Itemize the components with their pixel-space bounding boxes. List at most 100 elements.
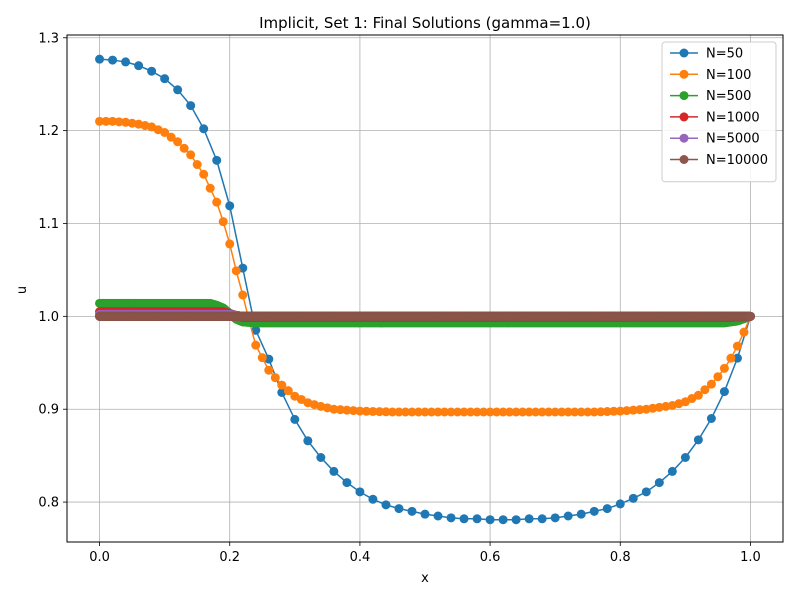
data-point [453,407,463,417]
data-point [433,407,443,417]
data-point [602,504,612,514]
data-point [492,407,502,417]
data-point [641,487,651,497]
data-point [108,116,118,126]
data-point [407,506,417,516]
data-point [680,453,690,462]
data-point [355,406,365,416]
data-point [485,515,495,525]
data-point [615,406,625,416]
data-point [101,116,111,126]
data-point [121,57,131,67]
data-point [472,407,482,417]
series-n-100 [95,116,755,417]
data-point [654,478,664,488]
data-point [563,511,573,521]
data-point [179,143,189,153]
data-point [283,386,293,396]
data-point [368,406,378,416]
data-point [413,407,423,417]
data-point [466,407,476,417]
data-point [596,407,606,417]
data-point [563,407,573,417]
data-point [472,514,482,524]
data-point [615,499,625,509]
data-point [550,513,560,523]
data-point [739,327,749,337]
data-point [270,373,280,383]
data-point [95,116,105,126]
data-point [329,466,339,476]
data-point [420,509,430,519]
data-point [166,132,176,142]
data-point [732,353,742,363]
data-point [713,372,723,382]
data-point [225,239,235,249]
data-point [576,509,586,519]
data-point [459,514,469,524]
data-point [420,407,430,417]
data-point [511,515,521,525]
data-point [316,453,326,462]
data-point [173,85,183,95]
data-point [199,124,209,134]
data-point [511,407,521,417]
data-point [394,407,404,417]
data-point [355,487,365,497]
data-point [706,414,716,423]
data-point [264,365,274,375]
data-point [498,515,508,525]
chart-title: Implicit, Set 1: Final Solutions (gamma=… [259,14,591,32]
data-point [498,407,508,417]
data-point [544,407,554,417]
data-point [361,406,371,416]
data-point [693,435,703,445]
data-point [387,407,397,417]
data-point [368,494,378,504]
data-point [628,405,638,415]
data-point [550,407,560,417]
data-point [622,406,632,416]
data-point [485,407,495,417]
data-point [277,380,287,390]
data-point [557,407,567,417]
data-point [427,407,437,417]
data-point [518,407,528,417]
data-point [329,404,339,414]
data-point [531,407,541,417]
data-point [732,341,742,351]
data-point [693,390,703,400]
data-point [635,405,645,415]
data-point [433,511,443,521]
data-point [251,340,261,350]
data-point [186,150,196,160]
data-point [199,169,209,179]
data-point [212,155,222,165]
data-point [342,405,352,415]
data-point [218,217,228,227]
data-point [303,436,313,446]
data-point [394,504,404,514]
data-point [505,407,515,417]
data-point [700,385,710,395]
data-point [706,379,716,389]
data-point [524,514,534,524]
data-point [114,117,124,127]
data-point [381,407,391,417]
data-point [335,405,345,415]
data-point [95,54,105,64]
series-layer [95,54,755,525]
data-point [667,466,677,476]
data-point [205,183,215,193]
data-point [238,290,248,300]
data-point [192,160,202,170]
data-point [400,407,410,417]
data-point [570,407,580,417]
data-point [160,128,170,137]
data-point [231,266,241,276]
data-point [446,513,456,523]
data-point [719,387,729,397]
data-point [348,406,358,416]
data-point [524,407,534,417]
